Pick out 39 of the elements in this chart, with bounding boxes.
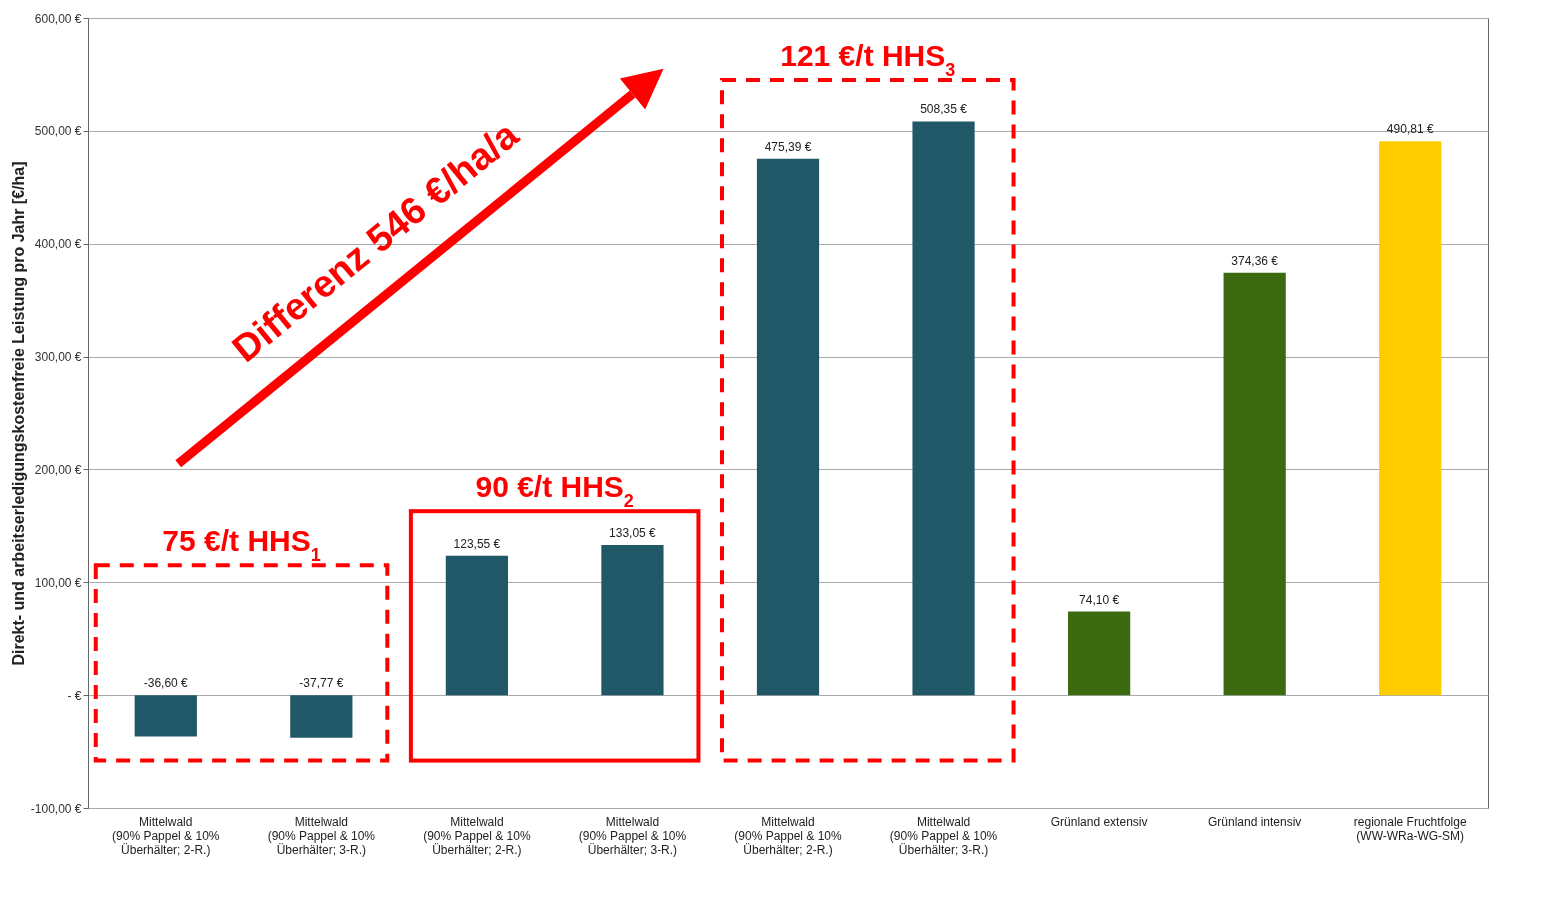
data-label: 74,10 € [1079,592,1120,607]
x-tick-label: Mittelwald (90% Pappel & 10% Überhälter; 3-R.) [578,814,687,857]
bar [756,158,820,696]
bar [290,695,353,738]
y-tick-label: 500,00 € [34,124,82,139]
data-label: 133,05 € [609,525,657,540]
x-tick-label: Mittelwald (90% Pappel & 10% Überhälter; 2-R.) [734,814,843,857]
bar [1379,141,1442,696]
y-tick-label: 600,00 € [34,11,82,26]
annotation: 75 €/t HHS$_{1}$ [162,524,321,566]
x-tick-label: Grünland intensiv [1207,814,1302,829]
annotation: 90 €/t HHS$_{2}$ [475,470,634,512]
data-label: 123,55 € [453,536,501,551]
y-tick-label: 100,00 € [34,575,82,590]
bar [134,695,197,737]
bar [445,555,508,696]
x-tick-label: regionale Fruchtfolge (WW-WRa-WG-SM) [1353,814,1467,843]
y-tick-label: 300,00 € [34,350,82,365]
x-tick-label: Mittelwald (90% Pappel & 10% Überhälter; 2-R.) [112,814,220,857]
x-tick-label: Mittelwald (90% Pappel & 10% Überhälter; 3-R.) [889,814,998,857]
data-label: -37,77 € [299,676,344,691]
y-tick-label: 400,00 € [34,237,82,252]
data-label: 490,81 € [1386,122,1434,137]
x-tick-label: Mittelwald (90% Pappel & 10% Überhälter; 2-R.) [423,814,531,857]
y-tick-label: -100,00 € [30,801,82,816]
annotation: 121 €/t HHS$_{3}$ [780,39,956,81]
bar [912,121,975,696]
bar [1223,272,1286,696]
data-label: -36,60 € [143,676,189,691]
y-axis-title: Direkt- und arbeitserledigungskostenfreie Leistung pro Jahr [€/ha] [9,161,27,666]
x-tick-label: Mittelwald (90% Pappel & 10% Überhälter; 3-R.) [267,814,376,857]
y-tick-label: 200,00 € [34,462,82,477]
bar [1068,611,1131,696]
data-label: 374,36 € [1231,253,1279,268]
bar [601,544,664,696]
y-tick-label: - € [67,688,82,703]
x-tick-label: Grünland extensiv [1050,814,1148,829]
data-label: 475,39 € [764,139,812,154]
data-label: 508,35 € [920,102,968,117]
